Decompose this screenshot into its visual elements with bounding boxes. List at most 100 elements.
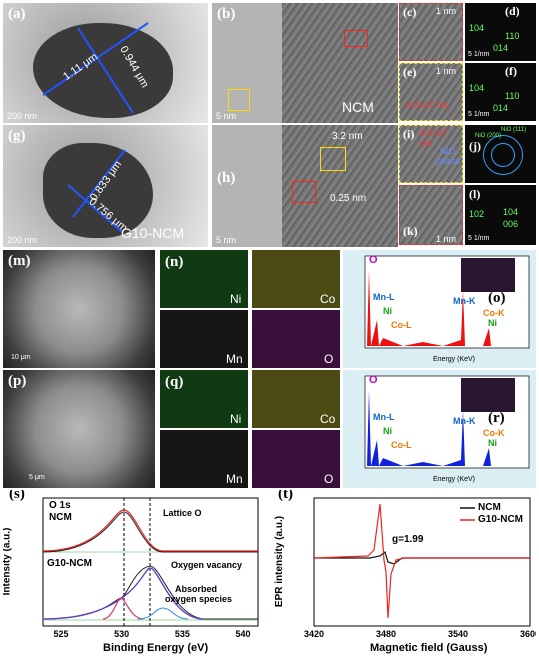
y-axis-label: EPR intensity (a.u.)	[274, 515, 286, 608]
scale-bar-label: 5 1/nm	[468, 235, 490, 242]
panel-m-sem: (m) 10 μm	[3, 250, 155, 368]
d-spacing: d=0.47 nm	[406, 100, 449, 110]
panel-label: (p)	[8, 373, 27, 389]
panel-r-eds: (r) O Mn-L Ni Co-L Mn-K Co-K Ni Energy (…	[343, 370, 536, 488]
y-axis-label: Intensity (a.u.)	[3, 527, 13, 596]
panel-label: (n)	[165, 254, 184, 270]
tick-label: 3420	[304, 629, 324, 639]
sample-name: NCM	[49, 512, 72, 523]
panel-label: (e)	[403, 65, 417, 79]
peak-label: Co-K	[483, 308, 505, 318]
peak-label: Co-L	[391, 440, 412, 450]
panel-e-hrtem: (e) d=0.47 nm 1 nm	[399, 63, 463, 121]
panel-h-hrtem: (h) 3.2 nm 0.25 nm 5 nm	[212, 125, 398, 247]
scale-bar-label: 1 nm	[436, 6, 457, 16]
scale-bar-label: 5 nm	[216, 235, 237, 245]
thickness-label: 3.2 nm	[332, 131, 363, 142]
panel-j-saed: (j) NiO (111) NiO (200)	[465, 125, 536, 183]
panel-label: (d)	[505, 4, 520, 18]
legend-item: G10-NCM	[478, 514, 524, 525]
panel-i-hrtem: (i) d=0.27 nm NiO phase	[399, 125, 463, 183]
panel-label: (g)	[8, 128, 26, 144]
panel-label: (a)	[8, 6, 26, 22]
peak-label: Mn-K	[453, 296, 476, 306]
g-value: g=1.99	[392, 534, 424, 545]
panel-label: (o)	[488, 290, 506, 306]
annotation: Lattice O	[163, 508, 202, 518]
peak-label: Mn-K	[453, 416, 476, 426]
panel-p-sem: (p) 5 μm	[3, 370, 155, 488]
peak-label: Ni	[488, 318, 497, 328]
phase-label: NiO	[440, 146, 456, 156]
annotation: Oxygen vacancy	[171, 560, 243, 570]
panel-label: (i)	[403, 127, 415, 141]
element-label: Mn	[226, 472, 243, 486]
scale-bar-label: 5 nm	[216, 111, 237, 121]
sample-name: G10-NCM	[47, 558, 93, 569]
tick-label: 3480	[376, 629, 396, 639]
panel-label: (r)	[488, 410, 505, 426]
element-label: Ni	[230, 412, 242, 426]
tick-label: 535	[175, 629, 190, 639]
panel-s-xps: 525 530 535 540 (s) O 1s NCM Lattice O G10-…	[3, 490, 265, 658]
panel-label: (h)	[217, 170, 236, 186]
d-spacing: d=0.27 nm	[420, 128, 448, 148]
scale-bar-label: 200 nm	[7, 235, 38, 245]
peak-label: O	[369, 374, 378, 386]
annotation: Absorbed	[175, 584, 218, 594]
spot-label: 014	[493, 43, 509, 53]
peak-label: O	[369, 254, 378, 266]
peak-label: Co-K	[483, 428, 505, 438]
element-label: O	[324, 472, 334, 486]
sample-name: G10-NCM	[121, 225, 185, 241]
scale-bar-label: 5 μm	[29, 474, 45, 481]
panel-q-maps: (q) Ni Co Mn O	[160, 370, 340, 488]
tick-label: 3540	[448, 629, 468, 639]
spot-label: 104	[469, 23, 485, 33]
panel-b-hrtem: (b) NCM 5 nm	[212, 3, 398, 123]
tick-label: 540	[235, 629, 250, 639]
peak-label: Ni	[383, 306, 392, 316]
panel-label: (j)	[469, 139, 481, 153]
panel-label: (q)	[165, 374, 184, 390]
tick-label: 525	[53, 629, 68, 639]
spot-label: 104	[469, 83, 485, 93]
element-label: Mn	[226, 352, 243, 366]
scale-bar-label: 10 μm	[11, 354, 31, 361]
panel-label: (m)	[8, 253, 31, 269]
element-label: Ni	[230, 292, 242, 306]
peak-label: Ni	[488, 438, 497, 448]
tick-label: 530	[114, 629, 129, 639]
panel-n-maps: (n) Ni Co Mn O	[160, 250, 340, 368]
scale-bar-label: 1 nm	[436, 66, 457, 76]
panel-label: (s)	[9, 490, 25, 502]
phase-label: phase	[436, 156, 461, 166]
scale-bar-label: 5 1/nm	[468, 111, 490, 118]
panel-label: (k)	[403, 224, 418, 238]
annotation: oxygen species	[165, 594, 233, 604]
panel-label: (l)	[469, 187, 481, 201]
spot-label: 006	[503, 219, 519, 229]
axis-label: Energy (KeV)	[433, 476, 476, 483]
panel-label: (f)	[505, 64, 517, 78]
element-label: O	[324, 352, 334, 366]
panel-t-epr: 3420348035403600 (t) NCM G10-NCM g=1.99 …	[270, 490, 536, 658]
axis-label: Energy (KeV)	[433, 356, 476, 363]
panel-k-hrtem: (k) 1 nm	[399, 185, 463, 245]
peak-label: Mn-L	[373, 292, 395, 302]
legend-item: NCM	[478, 502, 501, 513]
panel-o-eds: (o) O Mn-L Ni Co-L Mn-K Co-K Ni Energy (…	[343, 250, 536, 368]
spot-label: 110	[505, 91, 520, 101]
ring-label: NiO (200)	[475, 133, 502, 139]
scale-bar-label: 200 nm	[7, 111, 38, 121]
panel-label: (b)	[217, 6, 236, 22]
peak-label: Ni	[383, 426, 392, 436]
x-axis-label: Magnetic field (Gauss)	[370, 642, 488, 654]
element-label: Co	[320, 292, 336, 306]
peak-label: Co-L	[391, 320, 412, 330]
x-axis-label: Binding Energy (eV)	[103, 642, 209, 654]
panel-l-saed: (l) 102 104 006 5 1/nm	[465, 185, 536, 245]
element-label: Co	[320, 412, 336, 426]
thickness-label: 0.25 nm	[330, 193, 367, 204]
